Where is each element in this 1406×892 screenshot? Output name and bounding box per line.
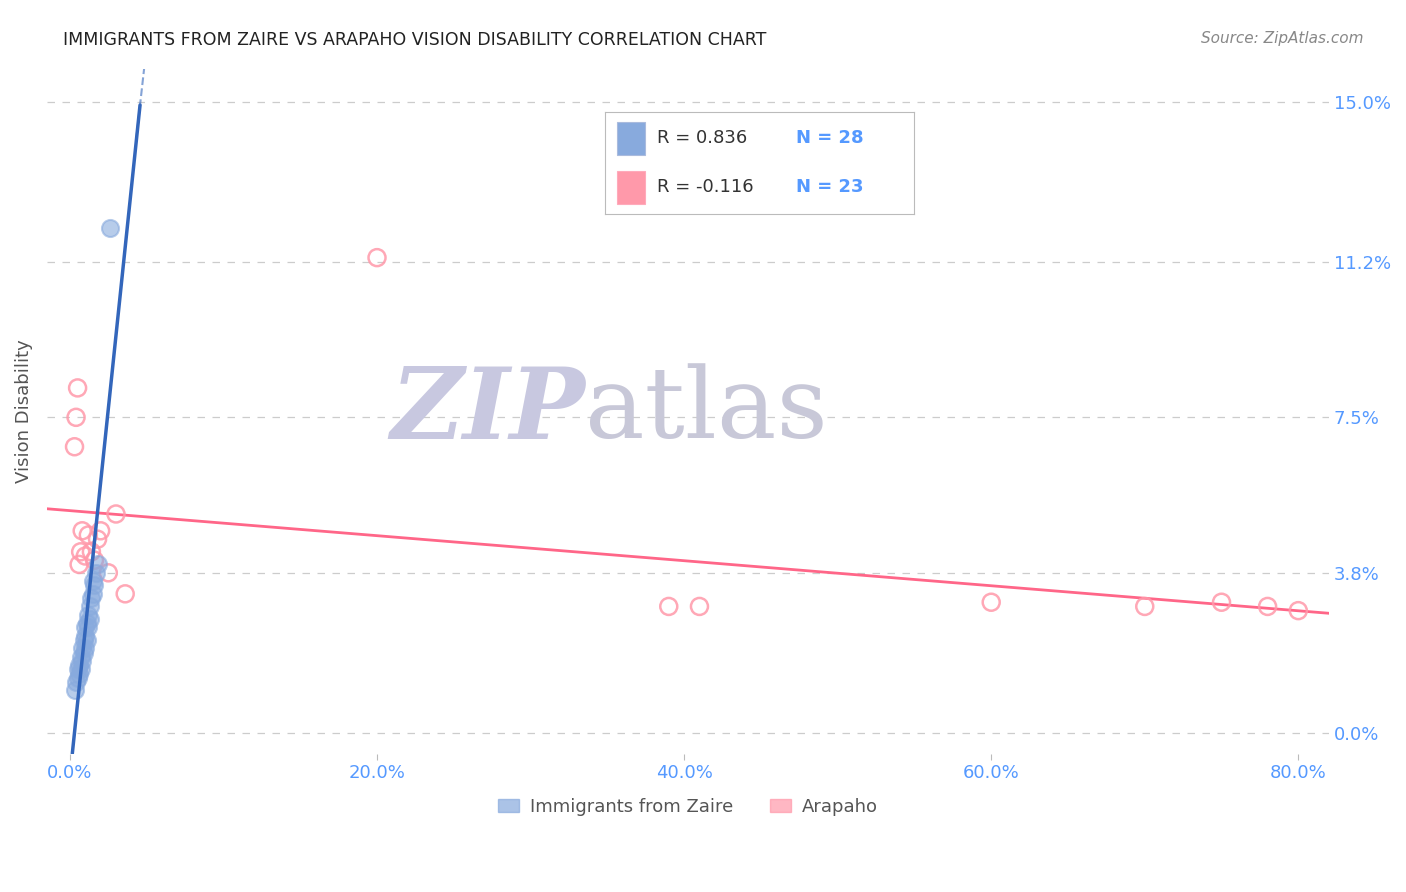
- Point: [980, 595, 1002, 609]
- Text: N = 28: N = 28: [796, 129, 863, 147]
- Point: [104, 507, 127, 521]
- Point: [76, 633, 98, 648]
- Text: atlas: atlas: [585, 363, 828, 458]
- Point: [1257, 599, 1279, 614]
- Text: R = 0.836: R = 0.836: [657, 129, 748, 147]
- Bar: [617, 122, 645, 154]
- Point: [114, 587, 136, 601]
- Point: [86, 558, 108, 572]
- Point: [75, 629, 97, 643]
- Point: [69, 663, 91, 677]
- Text: Source: ZipAtlas.com: Source: ZipAtlas.com: [1201, 31, 1364, 46]
- Text: IMMIGRANTS FROM ZAIRE VS ARAPAHO VISION DISABILITY CORRELATION CHART: IMMIGRANTS FROM ZAIRE VS ARAPAHO VISION …: [63, 31, 766, 49]
- Point: [66, 381, 89, 395]
- Point: [67, 658, 90, 673]
- Text: R = -0.116: R = -0.116: [657, 178, 754, 196]
- Point: [84, 566, 107, 580]
- Point: [65, 675, 87, 690]
- Point: [69, 649, 91, 664]
- Point: [75, 641, 97, 656]
- Point: [65, 410, 87, 425]
- Point: [75, 549, 97, 563]
- Point: [76, 616, 98, 631]
- Point: [73, 646, 96, 660]
- Point: [658, 599, 681, 614]
- Point: [69, 545, 91, 559]
- Point: [70, 654, 93, 668]
- Text: N = 23: N = 23: [796, 178, 863, 196]
- Point: [688, 599, 710, 614]
- Y-axis label: Vision Disability: Vision Disability: [15, 339, 32, 483]
- Point: [366, 251, 388, 265]
- Point: [1286, 604, 1309, 618]
- Point: [1133, 599, 1156, 614]
- Point: [83, 553, 105, 567]
- Point: [73, 633, 96, 648]
- Point: [63, 440, 86, 454]
- Point: [83, 578, 105, 592]
- Point: [80, 591, 103, 605]
- Point: [75, 620, 97, 634]
- Point: [70, 641, 93, 656]
- Point: [67, 666, 90, 681]
- Point: [79, 612, 101, 626]
- Point: [63, 683, 86, 698]
- Point: [77, 528, 100, 542]
- Point: [79, 599, 101, 614]
- Point: [97, 566, 120, 580]
- Point: [67, 558, 90, 572]
- Point: [77, 607, 100, 622]
- Point: [66, 663, 89, 677]
- Point: [66, 671, 89, 685]
- Text: ZIP: ZIP: [391, 363, 585, 459]
- Point: [80, 545, 103, 559]
- Point: [1211, 595, 1233, 609]
- Point: [70, 524, 93, 538]
- Point: [90, 524, 112, 538]
- Point: [82, 587, 104, 601]
- Point: [98, 221, 121, 235]
- Point: [86, 532, 108, 546]
- Legend: Immigrants from Zaire, Arapaho: Immigrants from Zaire, Arapaho: [491, 791, 886, 823]
- Bar: [617, 171, 645, 204]
- Point: [77, 620, 100, 634]
- Point: [82, 574, 104, 589]
